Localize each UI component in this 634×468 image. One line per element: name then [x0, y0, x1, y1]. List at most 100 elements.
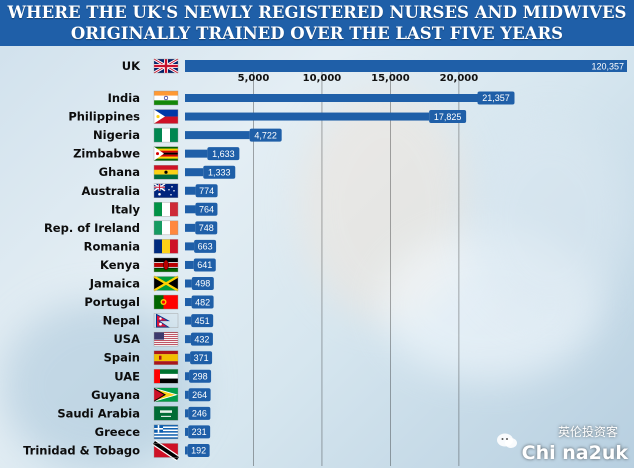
bar	[185, 94, 478, 102]
trinidad-tobago-flag-icon	[152, 439, 180, 461]
x-tick-label: 15,000	[371, 73, 410, 84]
bar	[185, 149, 208, 158]
bar	[185, 112, 430, 121]
value-label: 17,825	[434, 112, 462, 122]
bar	[185, 205, 196, 214]
bar	[185, 409, 189, 418]
category-label: Portugal	[84, 295, 140, 309]
value-label: 1,633	[212, 149, 235, 159]
value-label-background	[191, 277, 214, 290]
watermark-text: Chi na2uk	[521, 442, 628, 464]
bar	[185, 316, 192, 325]
bar	[185, 223, 196, 232]
guyana-flag-icon	[153, 387, 179, 402]
value-label: 21,357	[482, 93, 510, 103]
value-label: 498	[195, 279, 210, 289]
value-label-background	[188, 425, 211, 439]
category-label: Australia	[81, 184, 140, 198]
watermark-text-chinese: 英伦投资客	[557, 425, 618, 439]
spain-flag-icon	[153, 350, 179, 365]
australia-flag-icon	[153, 183, 179, 198]
value-label-background	[188, 388, 211, 402]
bar	[185, 242, 195, 251]
value-label: 748	[199, 223, 214, 233]
india-flag-icon	[153, 90, 179, 106]
bar	[185, 260, 194, 269]
value-label-background	[207, 147, 240, 161]
value-label: 482	[195, 297, 210, 307]
category-label: Spain	[104, 351, 140, 365]
value-label: 120,357	[591, 62, 624, 72]
bar	[185, 427, 189, 436]
value-label-background	[477, 91, 515, 105]
background-blur	[470, 120, 630, 320]
bar	[185, 390, 189, 399]
value-label-background	[203, 165, 236, 179]
saudi-arabia-flag-icon	[153, 406, 179, 421]
value-label-background	[189, 369, 212, 383]
category-label: Zimbabwe	[73, 147, 140, 161]
value-label-background	[195, 202, 218, 216]
background-blur	[0, 300, 200, 468]
category-label: Nigeria	[93, 128, 140, 142]
value-label: 451	[195, 316, 210, 326]
uk-flag-icon	[153, 57, 179, 75]
value-label: 264	[192, 390, 207, 400]
bar	[185, 353, 191, 362]
value-label-background	[190, 351, 213, 365]
category-label: UK	[122, 59, 141, 73]
value-label: 231	[192, 427, 207, 437]
bar-chart: 5,000 10,000 15,000 20,000 UK 120,357 India 21,…	[23, 57, 627, 466]
value-label: 246	[192, 409, 207, 419]
category-label: India	[108, 91, 140, 105]
category-label: Romania	[84, 239, 140, 253]
bar	[185, 298, 192, 307]
value-label-background	[187, 443, 210, 457]
bar	[185, 131, 250, 140]
value-label: 4,722	[254, 130, 277, 140]
value-label-background	[191, 295, 214, 309]
bar	[185, 60, 627, 72]
value-label-background	[429, 110, 467, 124]
value-label: 1,333	[208, 167, 231, 177]
jamaica-flag-icon	[153, 275, 179, 292]
category-label: Jamaica	[89, 277, 140, 291]
category-label: Rep. of Ireland	[44, 221, 140, 235]
value-label: 192	[191, 446, 206, 456]
category-label: Greece	[95, 425, 141, 439]
value-label-background	[190, 332, 213, 346]
value-label-background	[249, 128, 282, 142]
category-label: Philippines	[68, 110, 140, 124]
value-label: 764	[199, 205, 214, 215]
nepal-flag-icon	[153, 313, 179, 328]
category-label: Guyana	[91, 388, 140, 402]
value-label-background	[188, 406, 211, 420]
category-label: Italy	[111, 202, 140, 216]
bar	[185, 279, 192, 288]
bar	[185, 168, 204, 177]
romania-flag-icon	[153, 239, 179, 254]
value-label: 432	[194, 334, 209, 344]
value-label-background	[195, 184, 218, 198]
wechat-icon	[496, 433, 517, 448]
ireland-flag-icon	[153, 220, 179, 236]
value-label-background	[191, 314, 214, 328]
kenya-flag-icon	[153, 257, 179, 273]
watermark: 英伦投资客 Chi na2uk	[496, 425, 628, 464]
bar	[185, 335, 191, 344]
x-tick-label: 10,000	[303, 73, 342, 84]
category-label: Ghana	[99, 165, 140, 179]
category-label: Nepal	[103, 314, 140, 328]
value-label: 298	[193, 371, 208, 381]
value-label: 663	[198, 242, 213, 252]
bar	[185, 186, 196, 195]
nigeria-flag-icon	[153, 127, 179, 143]
chart-subtitle: ORIGINALLY TRAINED OVER THE LAST FIVE YE…	[70, 24, 564, 43]
chart-header: WHERE THE UK'S NEWLY REGISTERED NURSES A…	[0, 0, 634, 46]
category-label: Trinidad & Tobago	[23, 443, 140, 457]
category-label: Kenya	[100, 258, 140, 272]
category-label: USA	[113, 332, 140, 346]
bar	[185, 446, 188, 455]
usa-flag-icon	[153, 331, 179, 347]
value-label-background	[194, 239, 217, 253]
